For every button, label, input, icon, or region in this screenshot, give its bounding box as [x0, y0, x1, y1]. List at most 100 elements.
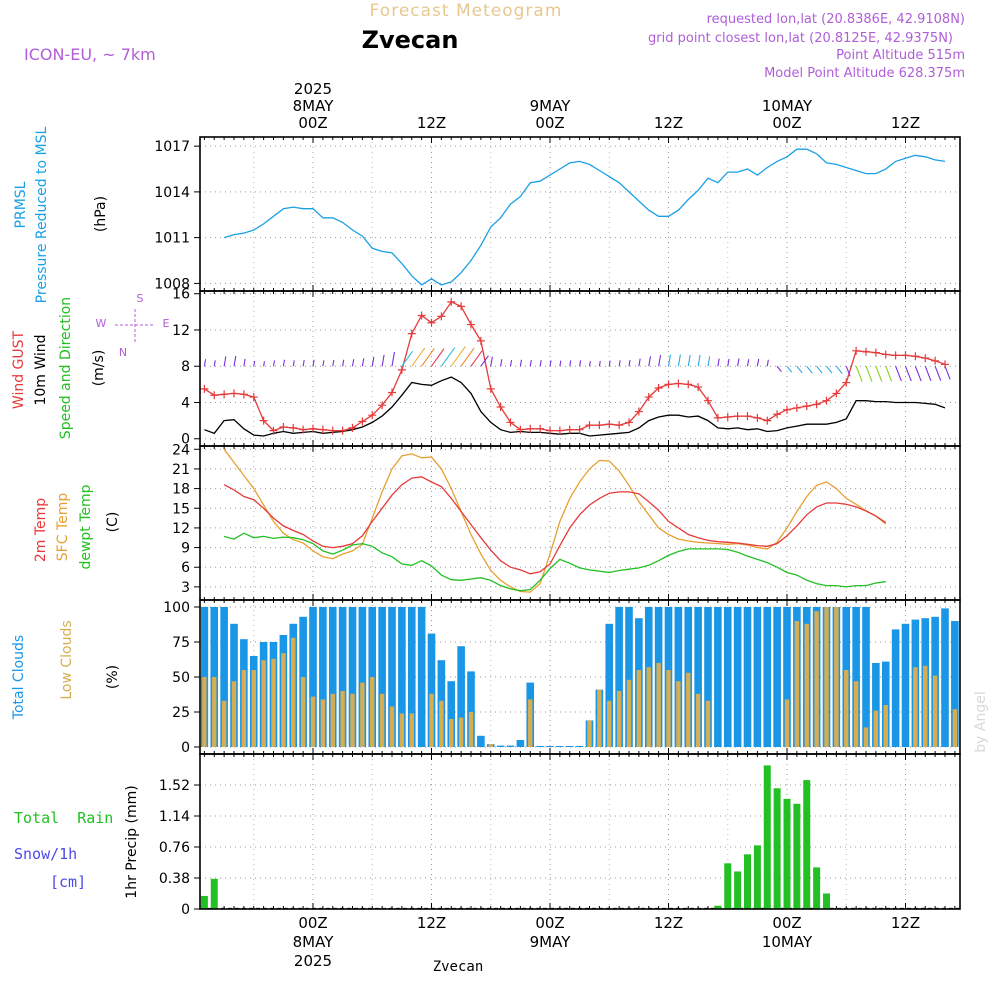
wind-direction-arrow [223, 356, 227, 367]
wind-direction-arrow [816, 365, 823, 374]
precip-bar [823, 893, 830, 909]
wind-gust-marker [467, 320, 475, 329]
total-cloud-bar [733, 607, 742, 747]
wind-compass: N S W E [96, 292, 170, 359]
wind-direction-arrow [440, 347, 456, 367]
low-cloud-bar [340, 691, 345, 747]
total-cloud-bar [872, 663, 880, 747]
total-cloud-bar [427, 633, 436, 747]
total-cloud-bar [556, 746, 564, 747]
low-cloud-bar [863, 727, 869, 747]
plot-layer: 1008101110141017048121636912151821240255… [154, 80, 961, 970]
wind-gust-marker [654, 383, 663, 392]
wind-gust-marker [832, 389, 841, 398]
top-time-label: 2025 [294, 80, 332, 98]
low-cloud-bar [695, 693, 701, 747]
total-cloud-bar [714, 607, 722, 747]
wind-direction-arrow [450, 346, 466, 367]
wind-gust-marker [348, 423, 357, 432]
wind-gust-marker [812, 400, 821, 409]
precip-bar [714, 905, 722, 909]
wind-gust-marker [249, 393, 258, 402]
pressure-unit: (hPa) [93, 196, 109, 232]
wind-direction-arrow [292, 360, 295, 367]
wind-gust-marker [526, 424, 535, 433]
total-cloud-bar [348, 607, 357, 747]
wind-direction-arrow [727, 358, 730, 367]
bottom-time-label: 2025 [294, 952, 332, 970]
wind-direction-arrow [351, 359, 355, 367]
precip-bar [793, 803, 801, 909]
wind-gust-marker [269, 426, 278, 435]
low-cloud-bar [597, 689, 602, 747]
temp-sfc-label: SFC Temp [55, 493, 71, 562]
snow-label: Snow/1h [14, 845, 77, 863]
wind-speed-line [204, 376, 946, 437]
low-cloud-bar [399, 713, 405, 747]
wind-10m-label: 10m Wind [33, 334, 49, 405]
wind-direction-arrow [934, 366, 942, 381]
low-cloud-bar [705, 700, 711, 747]
clouds-unit: (%) [105, 665, 121, 689]
wind-direction-arrow [500, 359, 503, 367]
compass-east: E [163, 317, 170, 330]
wind-direction-arrow [421, 348, 435, 367]
panel-pressure [194, 137, 960, 291]
low-cloud-bar [350, 693, 355, 747]
wind-gust-marker [565, 425, 574, 434]
wind-direction-arrow [746, 359, 750, 367]
total-cloud-bar [694, 607, 702, 747]
wind-gust-marker [733, 412, 742, 421]
wind-gust-marker [299, 425, 308, 434]
total-cloud-bar [319, 607, 327, 747]
wind-gust-marker [802, 402, 811, 411]
wind-gust-marker [891, 351, 900, 360]
low-cloud-bar [607, 700, 612, 747]
wind-direction-arrow [756, 358, 760, 367]
top-time-label: 9MAY [530, 97, 572, 115]
total-cloud-bar [328, 607, 337, 747]
wind-gust-marker [279, 422, 288, 431]
wind-gust-marker [644, 393, 653, 402]
low-cloud-bar [360, 682, 365, 747]
wind-direction-arrow [579, 360, 582, 367]
wind-gust-marker [378, 401, 387, 410]
wind-direction-arrow [490, 356, 493, 367]
y-tick-label: 12 [172, 323, 190, 339]
low-cloud-bar [616, 691, 622, 747]
total-cloud-bar [625, 607, 633, 747]
wind-gust-marker [585, 421, 594, 430]
top-time-label: 12Z [417, 114, 446, 132]
wind-gust-marker [516, 425, 525, 434]
total-cloud-bar [852, 607, 860, 747]
low-cloud-bar [784, 699, 790, 747]
total-cloud-bar [783, 607, 791, 747]
total-cloud-bar [496, 745, 505, 747]
wind-direction-arrow [361, 358, 365, 367]
y-tick-label: 50 [172, 670, 190, 686]
total-cloud-bar [378, 607, 386, 747]
wind-direction-arrow [648, 356, 652, 367]
low-cloud-bar [221, 700, 227, 747]
panel-frame [199, 290, 961, 447]
wind-gust-marker [723, 412, 732, 421]
wind-speed-direction-label: Speed and Direction [58, 297, 74, 439]
wind-gust-marker [457, 302, 466, 311]
total-cloud-bar [575, 746, 584, 747]
wind-gust-marker [605, 420, 614, 429]
wind-gust-marker [388, 388, 396, 397]
total-cloud-bar [901, 623, 910, 747]
y-tick-label: 6 [181, 560, 190, 576]
wind-direction-arrow [904, 366, 912, 382]
wind-direction-arrow [806, 365, 813, 374]
wind-direction-arrow [381, 354, 385, 367]
t2m-line [223, 476, 887, 575]
wind-gust-marker [338, 426, 347, 435]
y-tick-label: 9 [181, 541, 190, 557]
y-tick-label: 8 [181, 359, 190, 375]
wind-direction-arrow [272, 360, 276, 367]
wind-gust-marker [407, 329, 416, 338]
wind-gust-marker [595, 421, 604, 430]
wind-direction-arrow [431, 348, 445, 367]
